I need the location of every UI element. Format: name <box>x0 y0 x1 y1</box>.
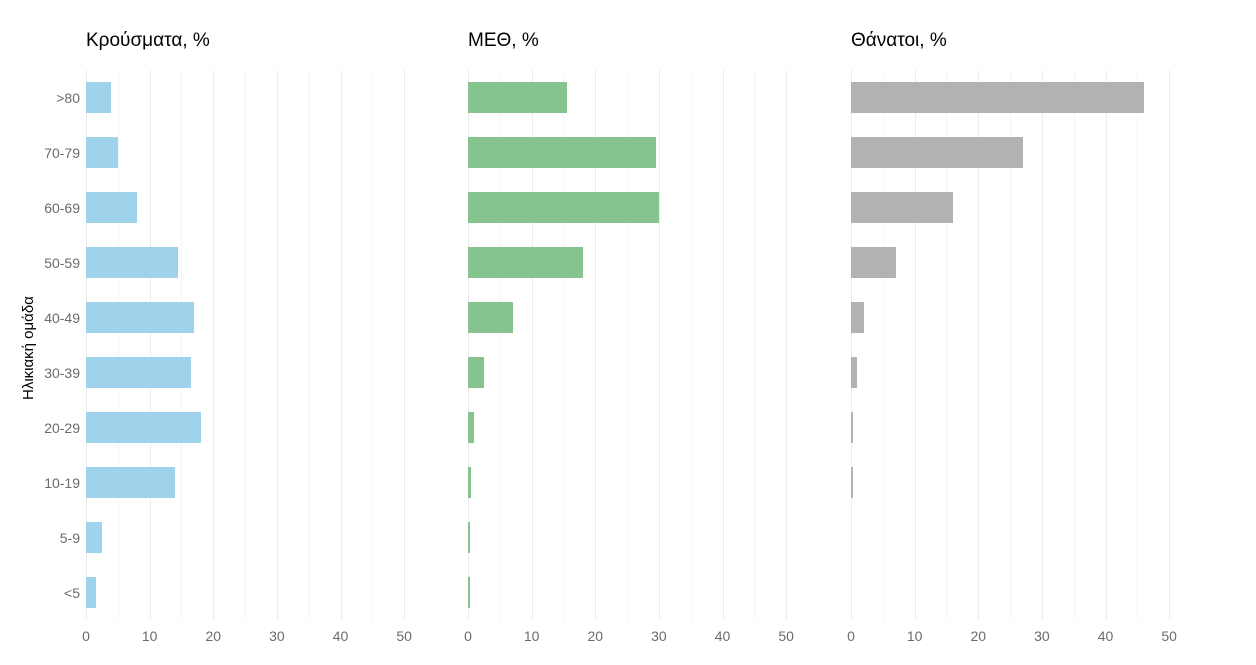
gridline-minor <box>1137 70 1138 620</box>
bar <box>851 192 953 224</box>
gridline-major <box>1169 70 1170 620</box>
x-tick-label: 10 <box>142 628 158 644</box>
x-tick-label: 40 <box>715 628 731 644</box>
bar <box>851 247 896 279</box>
x-tick-label: 20 <box>587 628 603 644</box>
bar <box>86 302 194 334</box>
x-tick-label: 20 <box>205 628 221 644</box>
x-tick-label: 50 <box>778 628 794 644</box>
y-tick-label: 60-69 <box>0 200 80 216</box>
bar <box>851 467 853 499</box>
bar <box>851 137 1023 169</box>
gridline-major <box>404 70 405 620</box>
panel-title: ΜΕΘ, % <box>468 30 539 52</box>
gridline-minor <box>691 70 692 620</box>
gridline-major <box>277 70 278 620</box>
bar <box>851 357 857 389</box>
x-tick-label: 50 <box>396 628 412 644</box>
x-tick-label: 50 <box>1161 628 1177 644</box>
y-tick-label: 10-19 <box>0 475 80 491</box>
bar <box>86 82 111 114</box>
panel-plot-area <box>86 70 436 620</box>
y-tick-label: >80 <box>0 90 80 106</box>
x-tick-label: 10 <box>907 628 923 644</box>
bar <box>851 412 853 444</box>
bar <box>86 137 118 169</box>
bar <box>468 247 583 279</box>
x-tick-label: 0 <box>82 628 90 644</box>
y-tick-label: 40-49 <box>0 310 80 326</box>
y-tick-label: 5-9 <box>0 530 80 546</box>
gridline-major <box>341 70 342 620</box>
gridline-major <box>150 70 151 620</box>
panel-title: Κρούσματα, % <box>86 30 210 52</box>
bar <box>86 357 191 389</box>
bar <box>468 82 567 114</box>
gridline-major <box>213 70 214 620</box>
panel-plot-area <box>468 70 818 620</box>
gridline-major <box>723 70 724 620</box>
bar <box>468 137 656 169</box>
x-tick-label: 30 <box>269 628 285 644</box>
y-tick-label: 70-79 <box>0 145 80 161</box>
gridline-minor <box>754 70 755 620</box>
bar <box>468 522 470 554</box>
panel-title: Θάνατοι, % <box>851 30 947 52</box>
bar <box>86 192 137 224</box>
bar <box>86 577 96 609</box>
bar <box>851 82 1144 114</box>
bar <box>468 302 513 334</box>
gridline-minor <box>1074 70 1075 620</box>
age-group-faceted-bar-chart: Ηλικιακή ομάδα>8070-7960-6950-5940-4930-… <box>0 0 1256 665</box>
bar <box>86 412 201 444</box>
gridline-minor <box>245 70 246 620</box>
bar <box>468 192 659 224</box>
bar <box>468 412 474 444</box>
gridline-major <box>659 70 660 620</box>
bar <box>468 577 470 609</box>
bar <box>468 357 484 389</box>
gridline-major <box>786 70 787 620</box>
x-tick-label: 0 <box>464 628 472 644</box>
x-tick-label: 20 <box>970 628 986 644</box>
bar <box>851 302 864 334</box>
y-tick-label: 50-59 <box>0 255 80 271</box>
gridline-minor <box>309 70 310 620</box>
x-tick-label: 40 <box>1098 628 1114 644</box>
x-tick-label: 0 <box>847 628 855 644</box>
y-tick-label: 20-29 <box>0 420 80 436</box>
gridline-major <box>1106 70 1107 620</box>
bar <box>468 467 471 499</box>
bar <box>86 522 102 554</box>
bar <box>86 247 178 279</box>
gridline-minor <box>118 70 119 620</box>
bar <box>86 467 175 499</box>
x-tick-label: 30 <box>1034 628 1050 644</box>
gridline-major <box>1042 70 1043 620</box>
gridline-minor <box>181 70 182 620</box>
x-tick-label: 10 <box>524 628 540 644</box>
x-tick-label: 30 <box>651 628 667 644</box>
y-tick-label: <5 <box>0 585 80 601</box>
x-tick-label: 40 <box>333 628 349 644</box>
gridline-minor <box>372 70 373 620</box>
panel-plot-area <box>851 70 1201 620</box>
y-tick-label: 30-39 <box>0 365 80 381</box>
